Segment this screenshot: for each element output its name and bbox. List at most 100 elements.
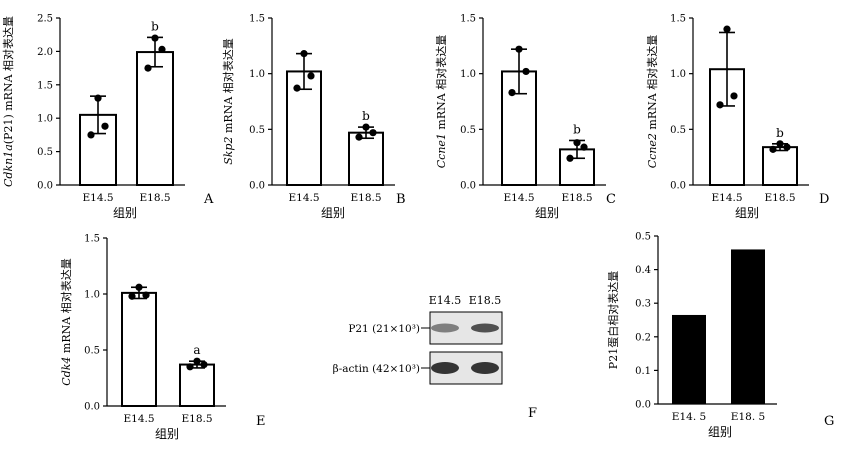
y-tick-label: 0.1: [635, 366, 651, 377]
y-tick-label: 2.5: [37, 14, 53, 25]
y-axis-label-text: mRNA 相对表达量: [59, 258, 73, 356]
data-point: [362, 123, 370, 131]
panel-letter: B: [396, 192, 406, 207]
y-tick-label: 0.5: [635, 232, 651, 243]
x-tick-label: E18.5: [181, 413, 212, 425]
bar: [136, 51, 174, 187]
data-point: [307, 72, 315, 80]
y-axis-label: Ccne2 mRNA 相对表达量: [645, 35, 659, 168]
data-point: [769, 145, 777, 153]
significance-label: b: [573, 122, 581, 136]
data-point: [128, 292, 136, 300]
y-tick-label: 1.0: [670, 69, 686, 80]
y-axis-label: P21蛋白相对表达量: [606, 271, 620, 369]
data-point: [200, 360, 208, 369]
data-point: [144, 64, 152, 72]
panel-letter: F: [528, 406, 537, 421]
y-tick-label: 0.0: [670, 181, 686, 192]
y-axis-label-text: P21蛋白相对表达量: [606, 271, 620, 369]
data-point: [135, 283, 143, 291]
y-tick-label: 0.0: [84, 402, 100, 413]
y-axis-label-text: mRNA 相对表达量: [434, 35, 448, 133]
data-point: [723, 25, 731, 33]
x-tick-label: E14.5: [82, 192, 113, 204]
y-axis-label-text: mRNA 相对表达量: [221, 38, 235, 136]
panel-f: E14.5 E18.5 P21 (21×10³) β-actin (42×10³) F: [333, 294, 537, 421]
y-axis-label-text: mRNA 相对表达量: [645, 35, 659, 133]
y-axis-label-gene: Skp2: [222, 137, 235, 165]
x-tick-label: E18.5: [139, 192, 170, 204]
y-tick-label: 2.0: [37, 47, 53, 58]
panel-c: 0.0 0.5 1.0 1.5 E14.5 b E18.5组别 Ccne1 mRNA 相对表达…: [434, 14, 616, 221]
y-tick-label: 1.0: [84, 290, 100, 301]
panel-g: 0.0 0.1 0.2 0.3 0.4 0.5 E14. 5 E18. 5 组别 P21蛋白相对表…: [606, 232, 834, 440]
x-axis-label: 组别: [708, 425, 732, 439]
significance-label: b: [776, 126, 784, 140]
data-point: [730, 92, 738, 100]
data-point: [783, 143, 791, 151]
blot-lane-label: E14.5: [429, 294, 462, 307]
y-tick-label: 1.0: [460, 69, 476, 80]
data-point: [355, 133, 363, 141]
data-point: [186, 363, 194, 371]
data-point: [101, 122, 109, 130]
data-point: [716, 101, 724, 109]
blot-band: [471, 362, 499, 374]
y-tick-label: 0.4: [635, 265, 651, 276]
x-tick-label: E18.5: [764, 192, 795, 204]
blot-band: [471, 323, 499, 333]
y-tick-label: 1.5: [84, 234, 100, 245]
data-point: [151, 34, 159, 42]
blot-row-label: P21 (21×10³): [348, 323, 420, 335]
data-point: [193, 357, 201, 365]
x-axis-label: 组别: [321, 206, 345, 220]
blot-lane-label: E18.5: [469, 294, 502, 307]
panel-letter: C: [606, 192, 616, 207]
panel-d: 0.0 0.5 1.0 1.5 E14.5 b E18.5 组别 Ccne2 mRNA 相对表达…: [645, 14, 829, 221]
data-point: [515, 45, 523, 53]
bar: [121, 291, 157, 408]
y-axis-label-text: (P21) mRNA 相对表达量: [1, 16, 15, 144]
blot-band: [431, 362, 459, 374]
y-tick-label: 0.5: [249, 125, 265, 136]
y-tick-label: 1.5: [37, 80, 53, 91]
x-tick-label: E18.5: [561, 192, 592, 204]
y-axis-label: Ccne1 mRNA 相对表达量: [434, 35, 448, 168]
y-axis-label-gene: Cdkn1a: [2, 144, 15, 187]
bar: [348, 131, 384, 187]
y-tick-label: 0.0: [460, 181, 476, 192]
panel-letter: G: [824, 414, 834, 429]
data-point: [566, 154, 574, 162]
x-axis-label: 组别: [735, 206, 759, 220]
blot-row-label: β-actin (42×10³): [333, 363, 420, 375]
x-tick-label: E14.5: [711, 192, 742, 204]
x-tick-label: E14.5: [503, 192, 534, 204]
y-axis-label-gene: Cdk4: [60, 357, 73, 386]
bar: [731, 249, 765, 404]
panel-e: 0.0 0.5 1.0 1.5 E14.5 a E18.5组别 Cdk4 mRNA 相对表达量…: [59, 234, 266, 442]
data-point: [293, 84, 301, 92]
y-tick-label: 0.0: [635, 400, 651, 411]
panel-a: 0.0 0.5 1.0 1.5 2.0 2.5 E14.5 b E18.5组别 Cdkn1a(P2…: [1, 14, 214, 221]
panel-letter: E: [256, 414, 266, 429]
y-tick-label: 0.5: [670, 125, 686, 136]
panel-letter: D: [819, 192, 829, 207]
data-point: [300, 50, 308, 58]
y-tick-label: 0.3: [635, 299, 651, 310]
panel-b: 0.0 0.5 1.0 1.5 E14.5 b E18.5 组别 Skp2 mRNA 相对表达量…: [221, 14, 406, 221]
data-point: [87, 131, 95, 139]
panel-letter: A: [203, 192, 214, 207]
y-tick-label: 0.0: [249, 181, 265, 192]
x-tick-label: E14.5: [288, 192, 319, 204]
y-tick-label: 0.5: [460, 125, 476, 136]
y-tick-label: 1.5: [460, 14, 476, 25]
data-point: [580, 143, 588, 151]
bar: [672, 314, 706, 404]
x-tick-label: E18. 5: [731, 411, 765, 423]
blot-band: [431, 323, 459, 333]
data-point: [369, 129, 377, 137]
y-tick-label: 0.5: [37, 147, 53, 158]
x-axis-label: 组别: [535, 206, 559, 220]
